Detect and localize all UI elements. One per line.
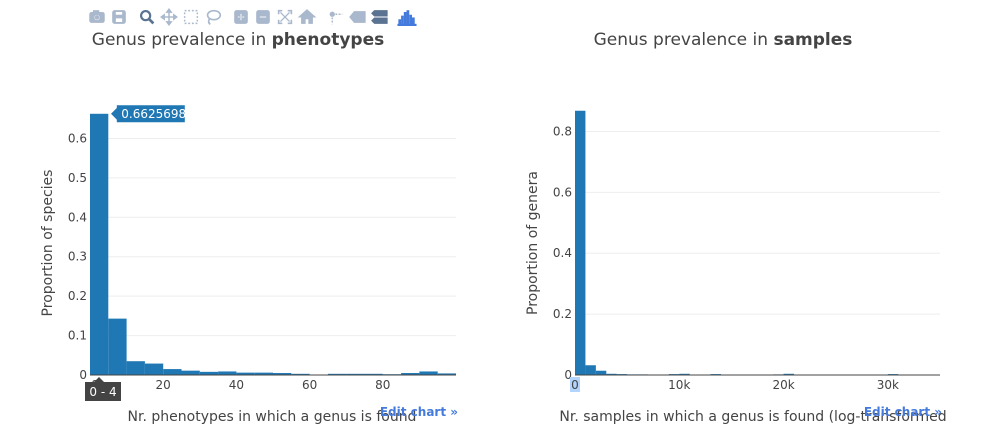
x-tick-label: 10k (668, 378, 690, 392)
bar[interactable] (595, 370, 607, 375)
modebar (86, 6, 418, 28)
bar[interactable] (199, 371, 219, 375)
bar[interactable] (679, 373, 690, 375)
bar[interactable] (254, 372, 273, 375)
tooltip-box (85, 377, 121, 401)
bar[interactable] (419, 371, 438, 375)
x-tick-label: 80 (375, 378, 390, 392)
y-tick-label: 0.3 (68, 250, 87, 264)
y-tick-label: 0.2 (553, 307, 572, 321)
pan-button[interactable] (158, 6, 180, 28)
camera-button[interactable] (86, 6, 108, 28)
y-tick-label: 0.5 (68, 171, 87, 185)
zoom-button[interactable] (136, 6, 158, 28)
hover-category-tooltip: 0 - 4 (85, 377, 121, 401)
bar[interactable] (401, 373, 420, 375)
autoscale-button[interactable] (274, 6, 296, 28)
bar[interactable] (327, 373, 347, 375)
y-tick-label: 0.6 (553, 185, 572, 199)
plotly-logo-icon (397, 10, 417, 26)
lasso-select-button[interactable] (202, 6, 224, 28)
autoscale-icon (277, 9, 293, 25)
bar[interactable] (181, 370, 200, 375)
tooltip-value: 0.6625698 (121, 107, 186, 121)
y-tick-label: 0.8 (553, 124, 572, 138)
hover-compare-icon (371, 10, 388, 24)
bar[interactable] (606, 373, 617, 375)
zoom-in-button[interactable] (230, 6, 252, 28)
pan-icon (160, 8, 178, 26)
y-tick-label: 0 (564, 368, 572, 382)
y-axis-label: Proportion of species (40, 170, 56, 317)
reset-axes-button[interactable] (296, 6, 318, 28)
y-tick-label: 0.4 (553, 246, 572, 260)
bar[interactable] (346, 373, 365, 375)
y-tick-label: 0 (79, 368, 87, 382)
tooltip-box (109, 104, 186, 124)
zoom-out-button[interactable] (252, 6, 274, 28)
bar[interactable] (273, 373, 292, 375)
save-icon (112, 10, 126, 24)
bar[interactable] (108, 318, 127, 375)
hover-closest-icon (349, 11, 366, 23)
bar[interactable] (783, 373, 794, 375)
zoom-out-icon (256, 10, 270, 24)
y-tick-label: 0.6 (68, 131, 87, 145)
chart-2: 0 0.2 0.4 0.6 0.8 0 10k 20k 30k Genus prevalence … (525, 30, 947, 425)
bar[interactable] (585, 365, 596, 375)
box-select-icon (183, 9, 199, 25)
camera-icon (89, 10, 105, 23)
bar[interactable] (163, 369, 182, 375)
bar[interactable] (364, 373, 383, 375)
bar[interactable] (236, 372, 255, 375)
bar[interactable] (575, 110, 586, 376)
zoom-icon (140, 10, 155, 25)
bar[interactable] (218, 371, 237, 375)
edit-chart-link[interactable]: Edit chart » (864, 405, 942, 419)
save-button[interactable] (108, 6, 130, 28)
tooltip-category: 0 - 4 (89, 385, 116, 399)
y-tick-label: 0.1 (68, 329, 87, 343)
zoom-in-icon (234, 10, 248, 24)
bar[interactable] (291, 373, 310, 375)
bar[interactable] (144, 363, 164, 375)
chart-1: 00.10.20.30.40.50.6020406080Genus preval… (40, 30, 458, 425)
spike-lines-button[interactable] (324, 6, 346, 28)
x-tick-label: 20 (156, 378, 171, 392)
reset-axes-icon (297, 9, 317, 24)
y-tick-label: 0.2 (68, 289, 87, 303)
y-tick-label: 0.4 (68, 210, 87, 224)
spike-lines-icon (329, 11, 343, 25)
hover-closest-button[interactable] (346, 6, 368, 28)
y-axis-label: Proportion of genera (525, 171, 541, 315)
x-tick-label: 60 (302, 378, 317, 392)
edit-chart-link[interactable]: Edit chart » (380, 405, 458, 419)
x-tick-label: 40 (229, 378, 244, 392)
plotly-logo-button[interactable] (396, 6, 418, 28)
bar[interactable] (437, 373, 456, 375)
lasso-select-icon (206, 9, 222, 25)
hover-compare-button[interactable] (368, 6, 390, 28)
x-tick-label: 0 (571, 378, 579, 392)
x-tick-label: 20k (772, 378, 794, 392)
box-select-button[interactable] (180, 6, 202, 28)
text-selection-highlight (570, 377, 580, 392)
bar[interactable] (90, 113, 109, 375)
x-tick-label: 30k (877, 378, 899, 392)
bar[interactable] (126, 361, 145, 375)
hover-value-tooltip: 0.6625698 (109, 104, 186, 124)
chart-title: Genus prevalence in phenotypes (92, 30, 384, 50)
x-axis-label: Nr. samples in which a genus is found (l… (559, 409, 946, 425)
x-axis-label: Nr. phenotypes in which a genus is found (128, 409, 417, 425)
chart-title: Genus prevalence in samples (594, 30, 853, 50)
